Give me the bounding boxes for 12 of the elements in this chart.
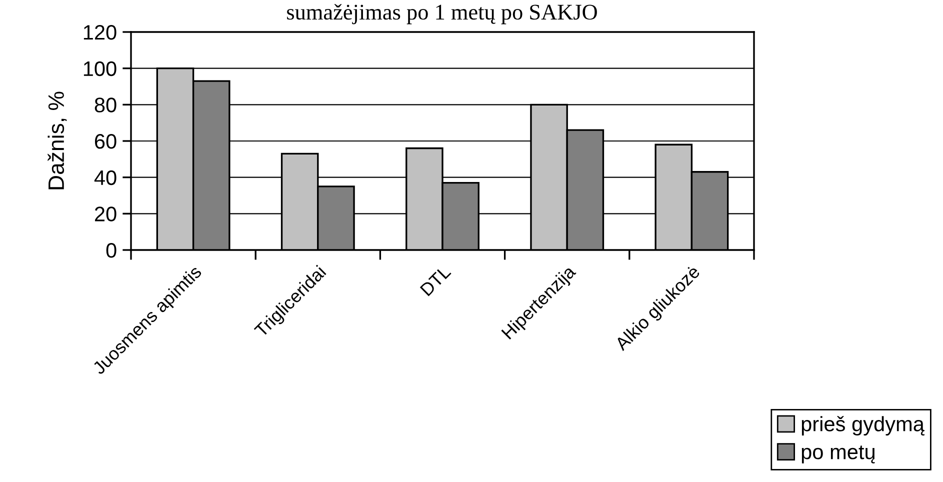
- y-tick-label: 80: [94, 98, 116, 112]
- y-tick-label: 120: [84, 25, 116, 40]
- y-axis-title: Dažnis, %: [48, 92, 67, 190]
- y-tick-label: 40: [94, 170, 116, 186]
- legend-label: prieš gydymą: [802, 416, 924, 436]
- y-tick-label: 60: [95, 134, 116, 149]
- y-tick-label: 100: [84, 61, 116, 76]
- chart-title: sumažėjimas po 1 metų po SAKJO: [287, 4, 597, 24]
- y-tick-label: 20: [94, 206, 116, 222]
- y-tick-label: 0: [106, 243, 116, 258]
- legend-label: po metų: [802, 446, 875, 464]
- x-tick-label: DTL: [420, 264, 452, 296]
